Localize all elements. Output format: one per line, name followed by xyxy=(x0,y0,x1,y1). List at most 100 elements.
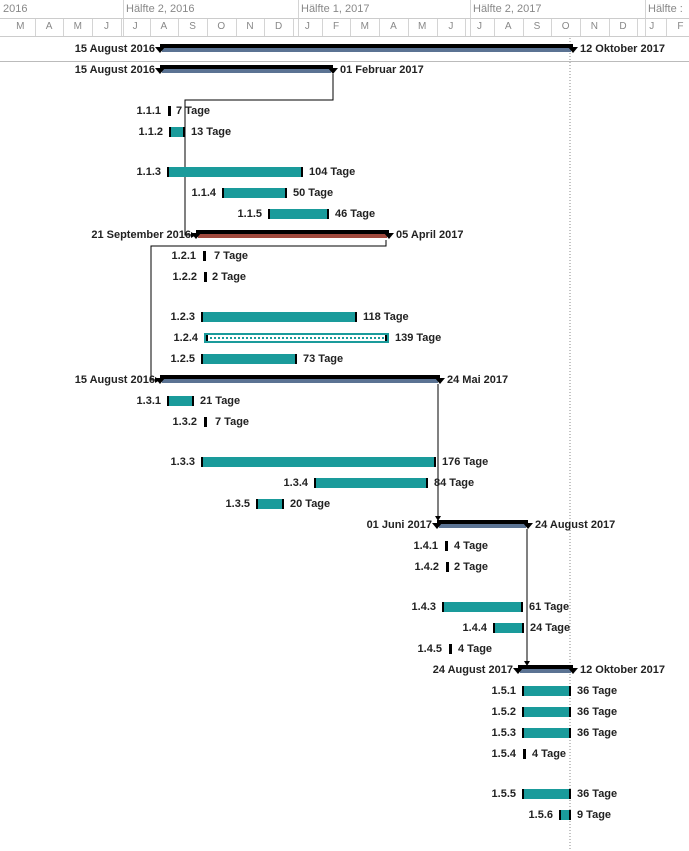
summary-start-date: 24 August 2017 xyxy=(432,664,513,676)
timescale-separator xyxy=(551,18,552,36)
timescale-month: J xyxy=(103,21,109,32)
summary-end-cap xyxy=(523,523,533,529)
task-bar[interactable] xyxy=(204,333,389,343)
summary-bar[interactable] xyxy=(160,65,333,69)
task-bar[interactable] xyxy=(169,127,185,137)
task-bar[interactable] xyxy=(256,499,284,509)
milestone-marker[interactable] xyxy=(204,417,207,427)
task-bar[interactable] xyxy=(222,188,287,198)
summary-end-date: 12 Oktober 2017 xyxy=(580,664,665,676)
task-bar[interactable] xyxy=(201,312,357,322)
milestone-marker[interactable] xyxy=(523,749,526,759)
timescale-month: O xyxy=(217,21,226,32)
task-id-label: 1.5.6 xyxy=(528,809,553,821)
project-summary-rule xyxy=(0,61,689,62)
timescale-separator xyxy=(92,18,93,36)
task-bar[interactable] xyxy=(442,602,523,612)
summary-bar[interactable] xyxy=(160,375,440,379)
timescale-separator xyxy=(379,18,380,36)
task-bar[interactable] xyxy=(493,623,524,633)
task-duration-label: 21 Tage xyxy=(200,395,241,407)
milestone-marker[interactable] xyxy=(445,541,448,551)
task-bar[interactable] xyxy=(268,209,329,219)
summary-bar-progress[interactable] xyxy=(520,669,571,673)
summary-bar-progress[interactable] xyxy=(198,234,387,238)
timescale-rule xyxy=(0,36,689,37)
summary-end-cap xyxy=(328,68,338,74)
task-duration-label: 73 Tage xyxy=(303,353,344,365)
task-duration-label: 176 Tage xyxy=(442,456,489,468)
timescale-separator xyxy=(63,18,64,36)
milestone-marker[interactable] xyxy=(204,272,207,282)
task-duration-label: 46 Tage xyxy=(335,208,376,220)
summary-bar-progress[interactable] xyxy=(162,379,438,383)
timescale-separator xyxy=(293,18,294,36)
task-duration-label: 118 Tage xyxy=(363,311,409,323)
summary-bar-progress[interactable] xyxy=(162,69,331,73)
task-id-label: 1.5.2 xyxy=(491,706,516,718)
summary-start-date: 15 August 2016 xyxy=(74,64,155,76)
timescale-month: A xyxy=(504,21,512,32)
task-bar[interactable] xyxy=(522,686,571,696)
timescale-half-4: Hälfte : xyxy=(648,3,683,15)
summary-bar[interactable] xyxy=(196,230,389,234)
timescale-month: M xyxy=(73,21,82,32)
task-duration-label: 36 Tage xyxy=(577,685,618,697)
timescale-separator xyxy=(207,18,208,36)
timescale-separator xyxy=(494,18,495,36)
timescale-half-2: Hälfte 1, 2017 xyxy=(301,3,370,15)
summary-bar[interactable] xyxy=(518,665,573,669)
summary-bar[interactable] xyxy=(160,44,573,48)
task-id-label: 1.1.4 xyxy=(191,187,216,199)
task-bar[interactable] xyxy=(201,354,297,364)
timescale-separator xyxy=(580,18,581,36)
timescale-month: S xyxy=(189,21,196,32)
timescale-month: A xyxy=(390,21,397,32)
task-duration-label: 36 Tage xyxy=(577,706,618,718)
summary-end-date: 24 August 2017 xyxy=(535,519,616,531)
timescale-month: M xyxy=(417,21,427,32)
summary-bar-progress[interactable] xyxy=(439,524,526,528)
milestone-marker[interactable] xyxy=(446,562,449,572)
task-bar[interactable] xyxy=(167,167,303,177)
task-duration-label: 104 Tage xyxy=(309,166,356,178)
summary-end-date: 12 Oktober 2017 xyxy=(580,43,665,55)
summary-start-cap xyxy=(191,233,201,239)
summary-bar[interactable] xyxy=(437,520,528,524)
summary-end-cap xyxy=(435,378,445,384)
summary-bar-progress[interactable] xyxy=(162,48,571,52)
summary-start-date: 15 August 2016 xyxy=(74,43,155,55)
task-bar[interactable] xyxy=(167,396,194,406)
task-bar[interactable] xyxy=(522,707,571,717)
task-bar[interactable] xyxy=(314,478,428,488)
summary-start-date: 21 September 2016 xyxy=(91,229,191,241)
timescale-month: D xyxy=(619,21,627,32)
task-duration-label: 24 Tage xyxy=(530,622,571,634)
timescale-month: J xyxy=(304,21,310,32)
timescale-half-3: Hälfte 2, 2017 xyxy=(473,3,542,15)
timescale-separator xyxy=(408,18,409,36)
task-id-label: 1.1.2 xyxy=(138,126,163,138)
task-bar[interactable] xyxy=(522,728,571,738)
summary-end-date: 01 Februar 2017 xyxy=(340,64,424,76)
task-bar[interactable] xyxy=(201,457,436,467)
task-duration-label: 13 Tage xyxy=(191,126,232,138)
timescale-separator xyxy=(350,18,351,36)
milestone-marker[interactable] xyxy=(449,644,452,654)
summary-start-cap xyxy=(155,68,165,74)
timescale-month: J xyxy=(649,21,655,32)
timescale-month: J xyxy=(132,21,138,32)
timescale-separator xyxy=(666,18,667,36)
milestone-marker[interactable] xyxy=(168,106,171,116)
task-duration-label: 84 Tage xyxy=(434,477,475,489)
timescale-month: M xyxy=(16,21,25,32)
task-duration-label: 61 Tage xyxy=(529,601,570,613)
summary-end-cap xyxy=(568,47,578,53)
task-bar[interactable] xyxy=(522,789,571,799)
milestone-marker[interactable] xyxy=(203,251,206,261)
task-id-label: 1.3.4 xyxy=(283,477,308,489)
timescale-month: S xyxy=(533,21,541,32)
task-bar[interactable] xyxy=(559,810,571,820)
task-duration-label: 9 Tage xyxy=(577,809,612,821)
